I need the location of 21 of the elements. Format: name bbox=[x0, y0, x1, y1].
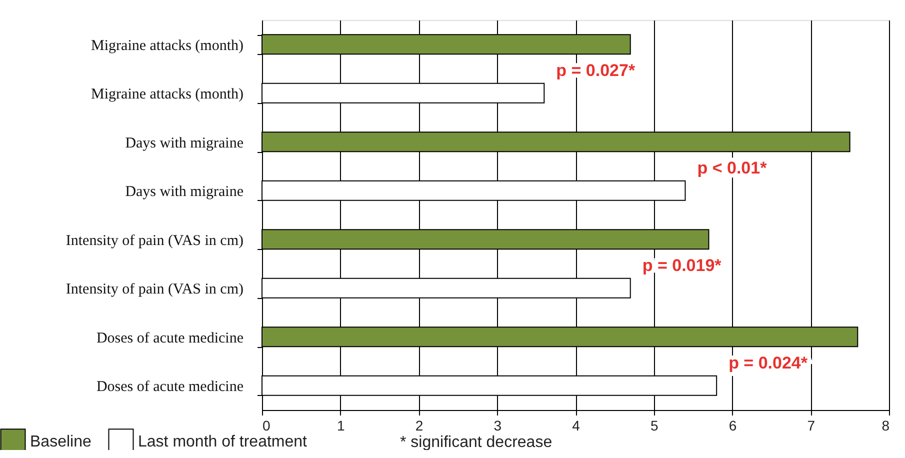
x-tick-label: 0 bbox=[262, 418, 270, 434]
annotation: p = 0.019* bbox=[642, 256, 722, 276]
y-tick-label: Migraine attacks (month) bbox=[91, 38, 244, 54]
x-tick-label: 1 bbox=[336, 418, 345, 434]
y-tick-label: Days with migraine bbox=[125, 184, 244, 200]
legend-label: Last month of treatment bbox=[138, 433, 308, 450]
x-tick-label: 3 bbox=[494, 418, 502, 434]
x-tick-label: 2 bbox=[415, 418, 424, 434]
x-tick-label: 6 bbox=[728, 418, 737, 434]
y-tick-label: Days with migraine bbox=[125, 135, 244, 152]
text: * significant decrease bbox=[400, 434, 552, 451]
x-tick-label: 8 bbox=[882, 418, 890, 434]
y-tick-label: Doses of acute medicine bbox=[96, 330, 244, 346]
y-tick-label: Doses of acute medicine bbox=[96, 379, 244, 396]
x-tick-label: 4 bbox=[572, 418, 580, 434]
x-tick-label: 5 bbox=[650, 418, 658, 434]
y-tick-label: Intensity of pain (VAS in cm) bbox=[66, 282, 244, 298]
y-tick-label: Migraine attacks (month) bbox=[91, 86, 244, 103]
legend-label: Baseline bbox=[30, 433, 92, 450]
y-tick-label: Intensity of pain (VAS in cm) bbox=[66, 232, 244, 249]
x-tick-label: 7 bbox=[807, 418, 816, 434]
